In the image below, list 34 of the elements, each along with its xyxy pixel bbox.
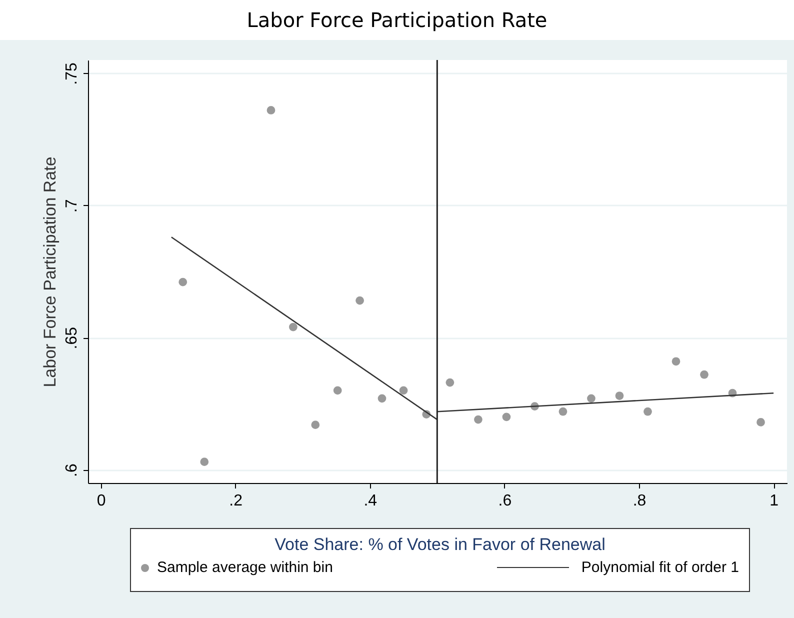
legend-title: Vote Share: % of Votes in Favor of Renewal [274,535,606,555]
point [399,386,408,395]
point [700,370,708,379]
point [289,322,298,332]
x-tick-label: .2 [229,492,243,510]
legend-label: Polynomial fit of order 1 [581,559,739,576]
y-tick-label: .65 [64,326,80,350]
x-tick-label: .6 [498,492,512,510]
x-tick-label: .4 [364,492,378,510]
point [587,394,596,403]
point [615,392,624,400]
point [178,278,188,286]
point [378,394,386,403]
y-tick-label: .75 [64,62,80,85]
point [266,106,276,114]
y-axis-title: Labor Force Participation Rate [40,156,60,388]
point [446,378,454,387]
y-tick-label: .7 [64,199,80,213]
point [502,412,511,422]
point [356,296,364,305]
point [474,415,482,424]
point [644,407,652,416]
x-tick-label: 1 [770,492,779,510]
y-tick-label: .6 [64,464,80,477]
point [333,386,342,395]
point [311,420,320,430]
legend-label: Sample average within bin [157,559,333,576]
x-tick-label: 0 [96,492,106,510]
point [672,357,680,366]
chart-title: Labor Force Participation Rate [246,7,548,34]
point [756,418,765,426]
point [558,407,568,416]
x-tick-label: .8 [632,492,646,510]
point [200,458,209,466]
